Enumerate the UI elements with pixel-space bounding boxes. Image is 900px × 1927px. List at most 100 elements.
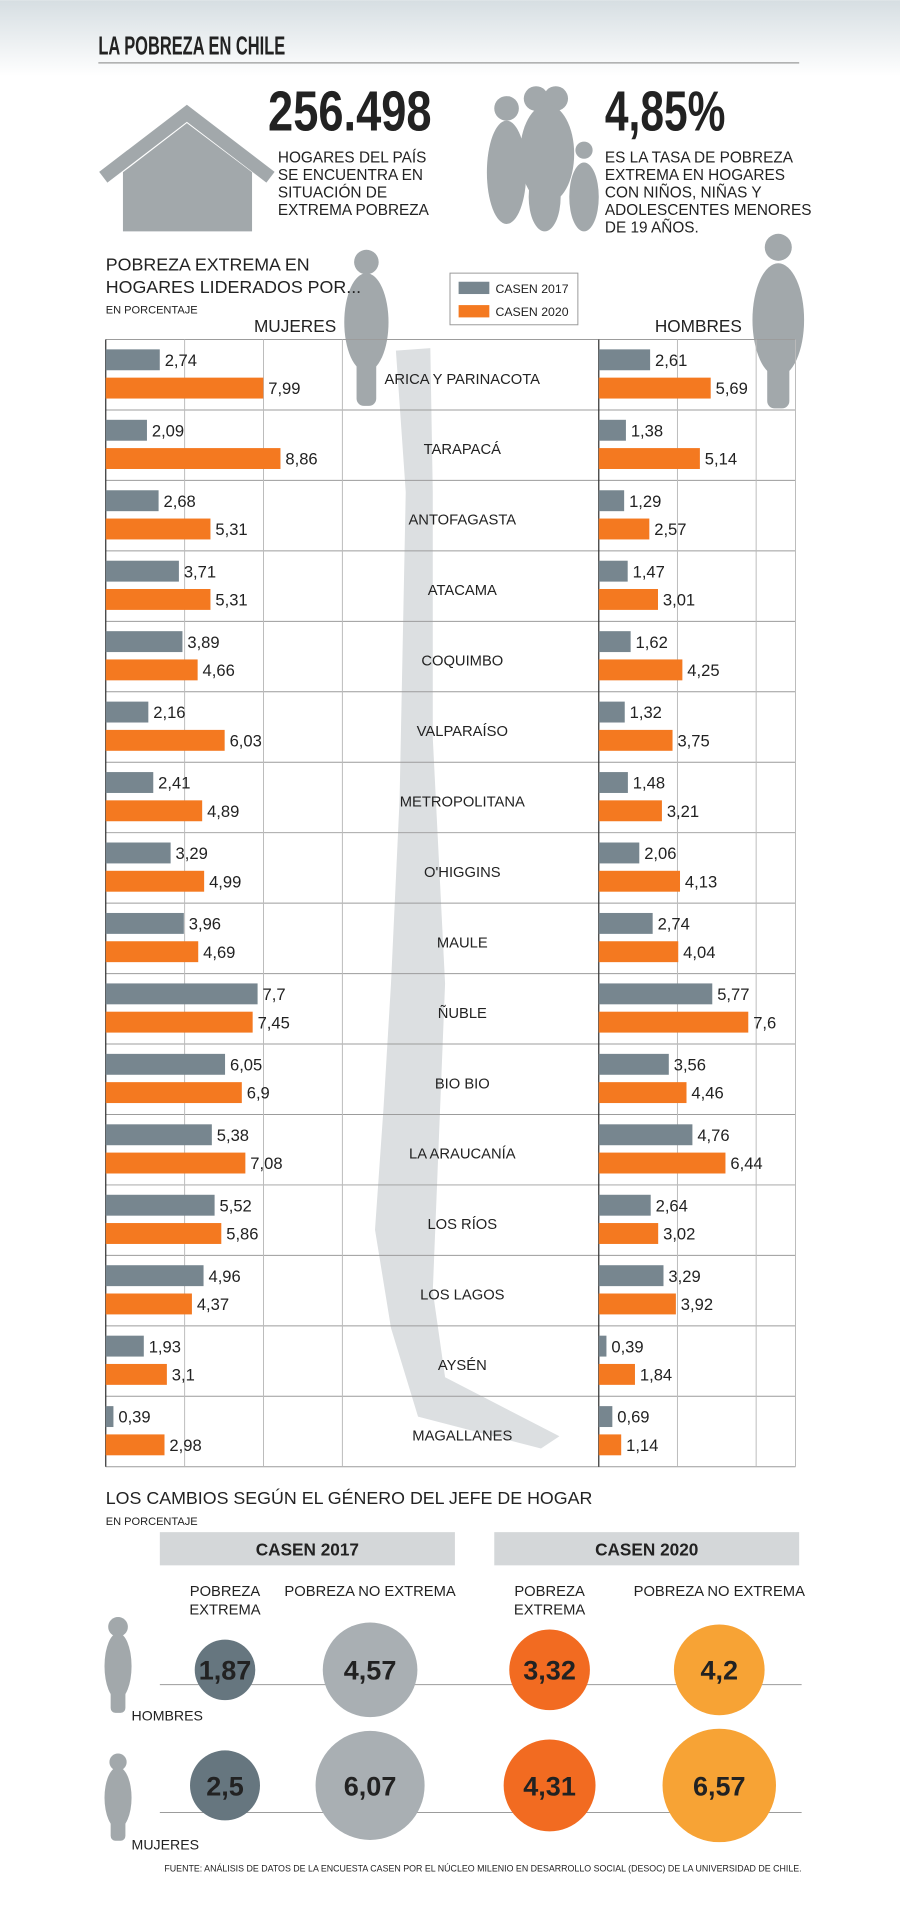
bar	[105, 490, 159, 512]
region-label: COQUIMBO	[421, 654, 503, 670]
panel-title: HOMBRES	[655, 316, 742, 336]
bar	[598, 1082, 687, 1104]
bar	[598, 349, 651, 371]
region-label: TARAPACÁ	[424, 441, 501, 458]
bar	[598, 772, 628, 793]
stat-text: EXTREMA POBREZA	[278, 202, 430, 219]
bar	[105, 983, 258, 1005]
value-label: 3,92	[681, 1295, 713, 1314]
value-label: 4,69	[203, 943, 235, 962]
panel-title: MUJERES	[254, 316, 336, 336]
value-label: 3,29	[176, 844, 208, 863]
region-label: LA ARAUCANÍA	[409, 1146, 516, 1163]
value-label: 5,52	[220, 1196, 252, 1215]
chart-subtitle: EN PORCENTAJE	[106, 305, 198, 317]
chart-title: HOGARES LIDERADOS POR...	[106, 277, 361, 297]
bar	[105, 941, 199, 963]
bar	[598, 941, 679, 963]
bar	[598, 518, 650, 540]
stat-text: CON NIÑOS, NIÑAS Y	[605, 184, 762, 201]
value-label: 3,75	[677, 731, 709, 750]
bar	[105, 1293, 192, 1315]
bar	[105, 659, 198, 681]
stat-text: EXTREMA EN HOGARES	[605, 167, 785, 184]
value-label: 4,96	[208, 1267, 240, 1286]
bar	[105, 1082, 242, 1104]
bar	[598, 1011, 749, 1033]
group-title: CASEN 2017	[256, 1540, 359, 1560]
value-label: 2,98	[169, 1436, 201, 1455]
bubble-label: 4,31	[523, 1771, 576, 1801]
value-label: 1,93	[149, 1337, 181, 1356]
value-label: 3,01	[663, 591, 695, 610]
region-label: MAULE	[437, 935, 488, 951]
bar	[105, 772, 154, 793]
value-label: 2,64	[656, 1196, 688, 1215]
region-label: ÑUBLE	[438, 1005, 487, 1022]
value-label: 2,74	[658, 915, 690, 934]
column-label: POBREZA	[514, 1584, 585, 1600]
column-label: EXTREMA	[189, 1603, 260, 1619]
stat-text: SITUACIÓN DE	[278, 184, 387, 201]
value-label: 3,1	[172, 1366, 195, 1385]
value-label: 2,16	[153, 703, 185, 722]
bar	[105, 729, 225, 751]
stat-text: DE 19 AÑOS.	[605, 219, 699, 236]
bar	[598, 983, 713, 1005]
header-band	[0, 0, 900, 77]
value-label: 7,99	[268, 379, 300, 398]
legend-label: CASEN 2020	[495, 305, 568, 319]
bubble-label: 2,5	[206, 1771, 244, 1801]
bar	[105, 842, 171, 864]
bubble	[673, 1624, 765, 1716]
bar	[105, 1152, 246, 1174]
value-label: 4,25	[687, 661, 719, 680]
region-label: O'HIGGINS	[424, 865, 501, 881]
bubble	[315, 1730, 425, 1840]
value-label: 5,14	[705, 450, 737, 469]
bubble	[322, 1622, 418, 1718]
bar	[105, 701, 149, 723]
value-label: 5,77	[717, 985, 749, 1004]
region-label: ARICA Y PARINACOTA	[385, 372, 541, 388]
bar	[598, 912, 653, 934]
value-label: 3,71	[184, 562, 216, 581]
region-label: ATACAMA	[428, 583, 497, 599]
stat-text: ADOLESCENTES MENORES	[605, 202, 812, 219]
value-label: 8,86	[285, 450, 317, 469]
value-label: 1,84	[640, 1366, 672, 1385]
value-label: 0,39	[118, 1408, 150, 1427]
value-label: 6,03	[230, 731, 262, 750]
bar	[105, 588, 211, 610]
column-label: EXTREMA	[514, 1603, 585, 1619]
bar	[598, 1363, 635, 1385]
bar	[105, 1124, 212, 1146]
bar	[598, 1194, 651, 1216]
bar	[105, 419, 147, 441]
column-label: POBREZA NO EXTREMA	[284, 1584, 455, 1600]
value-label: 0,39	[611, 1337, 643, 1356]
group-title: CASEN 2020	[595, 1540, 698, 1560]
row-label: MUJERES	[132, 1836, 200, 1852]
bar	[598, 1152, 726, 1174]
value-label: 7,6	[753, 1013, 776, 1032]
value-label: 6,9	[247, 1084, 270, 1103]
bubble-label: 4,2	[700, 1656, 738, 1686]
group-header	[159, 1532, 455, 1566]
region-label: MAGALLANES	[412, 1429, 512, 1445]
value-label: 4,99	[209, 872, 241, 891]
bar	[598, 659, 683, 681]
value-label: 2,61	[655, 351, 687, 370]
value-label: 1,38	[631, 421, 663, 440]
value-label: 5,31	[215, 520, 247, 539]
source-note: FUENTE: ANÁLISIS DE DATOS DE LA ENCUESTA…	[164, 1863, 801, 1873]
value-label: 2,41	[158, 774, 190, 793]
value-label: 1,14	[626, 1436, 658, 1455]
bar	[598, 490, 625, 512]
bar	[105, 448, 281, 469]
bar	[598, 1223, 659, 1244]
bubble-label: 1,87	[199, 1656, 252, 1686]
value-label: 1,29	[629, 492, 661, 511]
chart-subtitle: EN PORCENTAJE	[106, 1516, 198, 1528]
value-label: 7,45	[258, 1013, 290, 1032]
